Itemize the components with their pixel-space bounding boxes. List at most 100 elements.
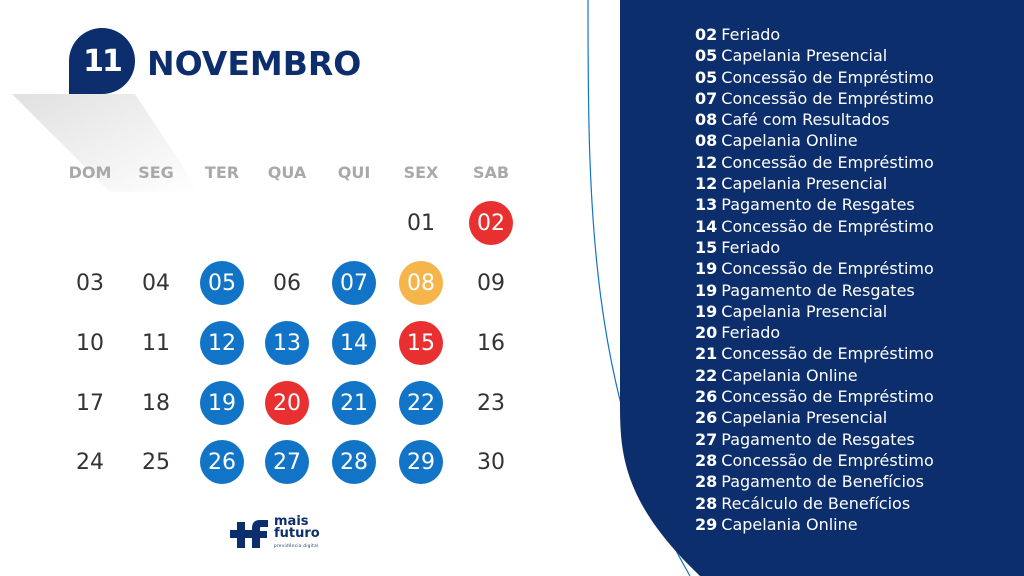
event-label: Pagamento de Resgates — [721, 280, 915, 300]
weekday-label: DOM — [68, 163, 112, 182]
event-label: Feriado — [721, 323, 781, 343]
event-day: 28 — [695, 493, 718, 513]
calendar-day: 30 — [477, 449, 505, 475]
logo-text-futuro: futuro — [274, 526, 320, 541]
event-item: 28 Concessão de Empréstimo — [695, 450, 934, 471]
calendar-day: 28 — [332, 440, 376, 484]
event-day: 26 — [695, 387, 718, 407]
event-day: 02 — [695, 25, 718, 44]
event-day: 08 — [695, 131, 718, 151]
weekday-label: SEX — [403, 163, 439, 182]
event-item: 08 Café com Resultados — [695, 109, 934, 130]
weekday-label: TER — [204, 163, 240, 182]
event-day: 21 — [695, 344, 718, 364]
calendar-day: 04 — [142, 270, 170, 296]
header-shadow — [12, 94, 200, 192]
calendar-day: 19 — [200, 381, 244, 425]
event-day: 15 — [695, 237, 718, 257]
logo-tagline: previdência digital — [274, 543, 319, 548]
calendar-day: 23 — [477, 390, 505, 416]
calendar-day: 09 — [477, 270, 505, 296]
weekday-label: QUA — [267, 163, 307, 182]
event-day: 26 — [695, 408, 718, 428]
calendar-day: 24 — [76, 449, 104, 475]
calendar-day: 20 — [265, 381, 309, 425]
calendar-day: 25 — [142, 449, 170, 475]
event-label: Capelania Online — [721, 131, 858, 151]
calendar-day: 15 — [399, 321, 443, 365]
event-day: 29 — [695, 514, 718, 534]
calendar-day: 29 — [399, 440, 443, 484]
event-day: 12 — [695, 152, 718, 172]
event-item: 28 Pagamento de Benefícios — [695, 471, 934, 492]
weekday-label: SAB — [472, 163, 510, 182]
event-label: Café com Resultados — [721, 110, 890, 130]
calendar-day: 27 — [265, 440, 309, 484]
event-item: 13 Pagamento de Resgates — [695, 194, 934, 215]
event-label: Pagamento de Resgates — [721, 429, 915, 449]
event-day: 14 — [695, 216, 718, 236]
calendar-day: 01 — [407, 210, 435, 236]
event-item: 19 Pagamento de Resgates — [695, 280, 934, 301]
event-label: Capelania Online — [721, 514, 858, 534]
event-day: 19 — [695, 301, 718, 321]
event-item: 05 Concessão de Empréstimo — [695, 67, 934, 88]
event-item: 28 Recálculo de Benefícios — [695, 493, 934, 514]
event-day: 19 — [695, 280, 718, 300]
event-item: 08 Capelania Online — [695, 130, 934, 151]
calendar-day: 13 — [265, 321, 309, 365]
event-day: 28 — [695, 472, 718, 492]
month-title: NOVEMBRO — [147, 44, 362, 83]
calendar-day: 10 — [76, 330, 104, 356]
event-item: 26 Concessão de Empréstimo — [695, 386, 934, 407]
calendar-day: 06 — [273, 270, 301, 296]
logo-text-mais: mais — [274, 514, 309, 529]
event-label: Pagamento de Benefícios — [721, 472, 925, 492]
event-day: 08 — [695, 110, 718, 130]
event-item: 20 Feriado — [695, 322, 934, 343]
calendar-day: 26 — [200, 440, 244, 484]
calendar-day: 21 — [332, 381, 376, 425]
event-label: Concessão de Empréstimo — [721, 259, 934, 279]
calendar-day: 08 — [399, 261, 443, 305]
event-label: Concessão de Empréstimo — [721, 344, 934, 364]
event-item: 27 Pagamento de Resgates — [695, 429, 934, 450]
calendar-day: 05 — [200, 261, 244, 305]
event-item: 05 Capelania Presencial — [695, 45, 934, 66]
event-item: 12 Capelania Presencial — [695, 173, 934, 194]
calendar-day: 22 — [399, 381, 443, 425]
event-day: 07 — [695, 88, 718, 108]
event-label: Concessão de Empréstimo — [721, 450, 934, 470]
event-label: Capelania Online — [721, 365, 858, 385]
month-number: 11 — [83, 43, 123, 79]
event-day: 28 — [695, 450, 718, 470]
event-label: Feriado — [721, 25, 781, 44]
calendar-day: 16 — [477, 330, 505, 356]
event-label: Concessão de Empréstimo — [721, 216, 934, 236]
event-day: 05 — [695, 46, 718, 66]
event-item: 02 Feriado — [695, 24, 934, 45]
event-item: 07 Concessão de Empréstimo — [695, 88, 934, 109]
calendar-day: 07 — [332, 261, 376, 305]
calendar-day: 17 — [76, 390, 104, 416]
event-item: 12 Concessão de Empréstimo — [695, 152, 934, 173]
month-number-badge: 11 — [69, 28, 135, 94]
event-label: Capelania Presencial — [721, 408, 888, 428]
event-label: Capelania Presencial — [721, 174, 888, 194]
calendar-day: 12 — [200, 321, 244, 365]
calendar-day: 14 — [332, 321, 376, 365]
mais-futuro-logo: mais futuro previdência digital — [230, 514, 320, 550]
event-day: 19 — [695, 259, 718, 279]
event-label: Concessão de Empréstimo — [721, 387, 934, 407]
event-day: 20 — [695, 323, 718, 343]
event-day: 13 — [695, 195, 718, 215]
event-label: Pagamento de Resgates — [721, 195, 915, 215]
event-item: 15 Feriado — [695, 237, 934, 258]
event-label: Capelania Presencial — [721, 301, 888, 321]
calendar-day: 02 — [469, 201, 513, 245]
weekday-label: QUI — [337, 163, 371, 182]
event-item: 29 Capelania Online — [695, 514, 934, 535]
event-item: 14 Concessão de Empréstimo — [695, 216, 934, 237]
event-label: Recálculo de Benefícios — [721, 493, 911, 513]
